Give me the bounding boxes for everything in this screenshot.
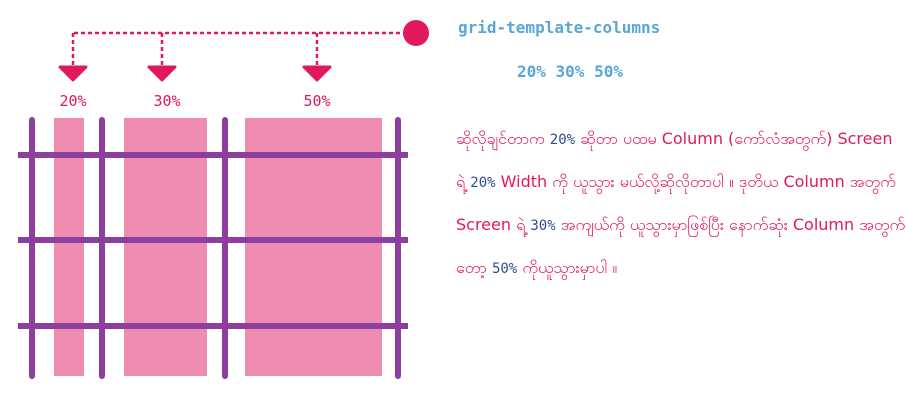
explanation-text: ဆိုတာ ပထမ Column (ကော်လံအတွက်) Screen ရဲ… — [456, 129, 893, 191]
arrow-down-icon-3 — [302, 65, 332, 82]
connector-dotted-line — [71, 31, 414, 66]
column-label-1: 20% — [59, 92, 86, 110]
source-dot-icon — [403, 20, 429, 46]
explanation-paragraph: ဆိုလိုချင်တာက 20% ဆိုတာ ပထမ Column (ကော်… — [456, 118, 906, 290]
arrow-down-icon-1 — [58, 65, 88, 82]
css-property-name: grid-template-columns — [458, 18, 661, 37]
explanation-text: ဆိုလိုချင်တာက — [456, 129, 550, 148]
arrow-down-icon-2 — [147, 65, 177, 82]
grid-diagram: 20% 30% 50% — [18, 20, 429, 379]
explanation-text: ကိုယူသွားမှာပါ ။ — [517, 258, 618, 277]
explanation-text: အကျယ်ကို ယူသွားမှာဖြစ်ပြီး နောက်ဆုံး Col… — [456, 215, 906, 277]
percent-value: 20% — [470, 175, 496, 191]
explanation-text: Width ကို ယူသွား မယ်လို့ဆိုလိုတာပါ ။ ဒုတ… — [456, 172, 896, 234]
percent-value: 30% — [530, 218, 556, 234]
column-label-3: 50% — [303, 92, 330, 110]
column-track-1 — [54, 118, 84, 376]
column-label-2: 30% — [153, 92, 180, 110]
column-track-3 — [245, 118, 382, 376]
css-property-values: 20% 30% 50% — [517, 62, 623, 81]
percent-value: 20% — [549, 132, 576, 148]
percent-value: 50% — [491, 261, 518, 277]
column-track-2 — [124, 118, 207, 376]
